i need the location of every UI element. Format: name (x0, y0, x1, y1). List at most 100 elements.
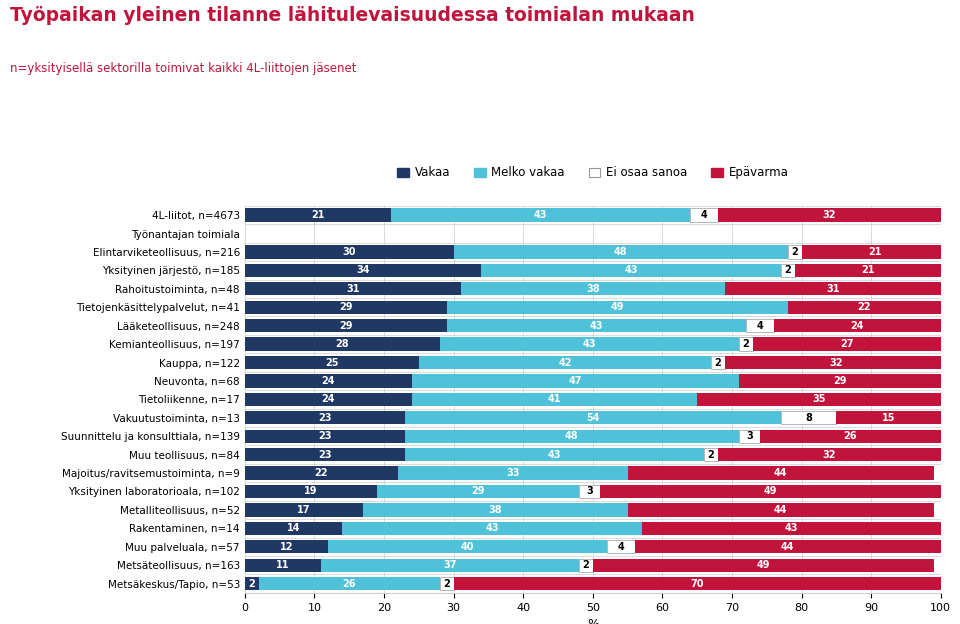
Text: 2: 2 (714, 358, 722, 368)
Bar (259, 577, 440, 590)
Text: 43: 43 (589, 321, 603, 331)
Bar (795, 264, 941, 277)
Bar (759, 429, 941, 443)
Bar (711, 356, 725, 369)
Bar (440, 338, 739, 351)
Bar (245, 558, 322, 572)
Text: 15: 15 (882, 413, 896, 423)
Text: 2: 2 (708, 450, 714, 460)
Bar (245, 245, 454, 258)
Text: 3: 3 (586, 487, 592, 497)
Text: 24: 24 (322, 376, 335, 386)
Bar (245, 448, 405, 461)
Bar (481, 264, 780, 277)
Text: 32: 32 (829, 358, 843, 368)
Text: 44: 44 (774, 505, 787, 515)
Bar (245, 319, 446, 333)
Bar (245, 411, 405, 424)
Text: 43: 43 (534, 210, 547, 220)
Bar (245, 356, 419, 369)
Bar (454, 245, 787, 258)
Text: 43: 43 (548, 450, 562, 460)
Text: 30: 30 (343, 247, 356, 257)
Bar (328, 540, 607, 553)
Text: 43: 43 (624, 265, 637, 275)
Text: 44: 44 (774, 468, 787, 478)
Bar (697, 392, 941, 406)
Bar (780, 264, 795, 277)
Text: 12: 12 (279, 542, 294, 552)
Text: 48: 48 (613, 247, 628, 257)
Text: 11: 11 (276, 560, 290, 570)
Bar (446, 319, 746, 333)
Text: 4: 4 (617, 542, 624, 552)
Text: 49: 49 (763, 487, 777, 497)
Bar (718, 448, 941, 461)
Text: 2: 2 (784, 265, 791, 275)
Text: 29: 29 (339, 302, 352, 312)
Legend: Vakaa, Melko vakaa, Ei osaa sanoa, Epävarma: Vakaa, Melko vakaa, Ei osaa sanoa, Epäva… (393, 162, 793, 184)
Text: 31: 31 (827, 284, 840, 294)
Text: 44: 44 (780, 542, 795, 552)
Text: 29: 29 (339, 321, 352, 331)
Bar (405, 448, 704, 461)
Text: 23: 23 (318, 450, 331, 460)
Bar (322, 558, 579, 572)
Text: 49: 49 (756, 560, 770, 570)
Bar (245, 282, 461, 295)
Bar (245, 522, 342, 535)
Bar (774, 319, 941, 333)
Text: 54: 54 (586, 413, 600, 423)
Text: 23: 23 (318, 431, 331, 441)
Bar (245, 264, 481, 277)
Bar (739, 429, 760, 443)
Text: Työpaikan yleinen tilanne lähitulevaisuudessa toimialan mukaan: Työpaikan yleinen tilanne lähitulevaisuu… (10, 6, 694, 25)
Text: 2: 2 (249, 578, 255, 588)
Text: 31: 31 (346, 284, 359, 294)
Text: 47: 47 (568, 376, 582, 386)
Bar (780, 411, 836, 424)
Text: 33: 33 (506, 468, 519, 478)
Text: 27: 27 (840, 339, 853, 349)
Bar (718, 208, 941, 222)
Bar (607, 540, 635, 553)
Bar (245, 374, 412, 388)
X-axis label: %: % (587, 618, 599, 624)
Text: 25: 25 (325, 358, 339, 368)
Text: 34: 34 (356, 265, 370, 275)
Bar (245, 338, 440, 351)
Bar (363, 504, 628, 517)
Text: 2: 2 (444, 578, 450, 588)
Bar (739, 374, 941, 388)
Bar (245, 392, 412, 406)
Bar (787, 245, 802, 258)
Text: 42: 42 (558, 358, 572, 368)
Text: 48: 48 (565, 431, 579, 441)
Bar (412, 392, 697, 406)
Text: 2: 2 (791, 247, 798, 257)
Bar (377, 485, 579, 498)
Bar (245, 301, 446, 314)
Text: 23: 23 (318, 413, 331, 423)
Bar (641, 522, 941, 535)
Bar (725, 282, 941, 295)
Bar (628, 466, 934, 480)
Text: 3: 3 (746, 431, 753, 441)
Bar (739, 338, 753, 351)
Bar (725, 356, 948, 369)
Text: 38: 38 (586, 284, 600, 294)
Bar (245, 504, 363, 517)
Text: 4: 4 (756, 321, 763, 331)
Bar (245, 429, 405, 443)
Bar (579, 558, 592, 572)
Text: 32: 32 (823, 450, 836, 460)
Bar (446, 301, 787, 314)
Text: 8: 8 (805, 413, 812, 423)
Text: 38: 38 (489, 505, 502, 515)
Text: 2: 2 (742, 339, 750, 349)
Bar (391, 208, 690, 222)
Text: 21: 21 (868, 247, 881, 257)
Bar (579, 485, 600, 498)
Text: 22: 22 (315, 468, 328, 478)
Text: 2: 2 (583, 560, 589, 570)
